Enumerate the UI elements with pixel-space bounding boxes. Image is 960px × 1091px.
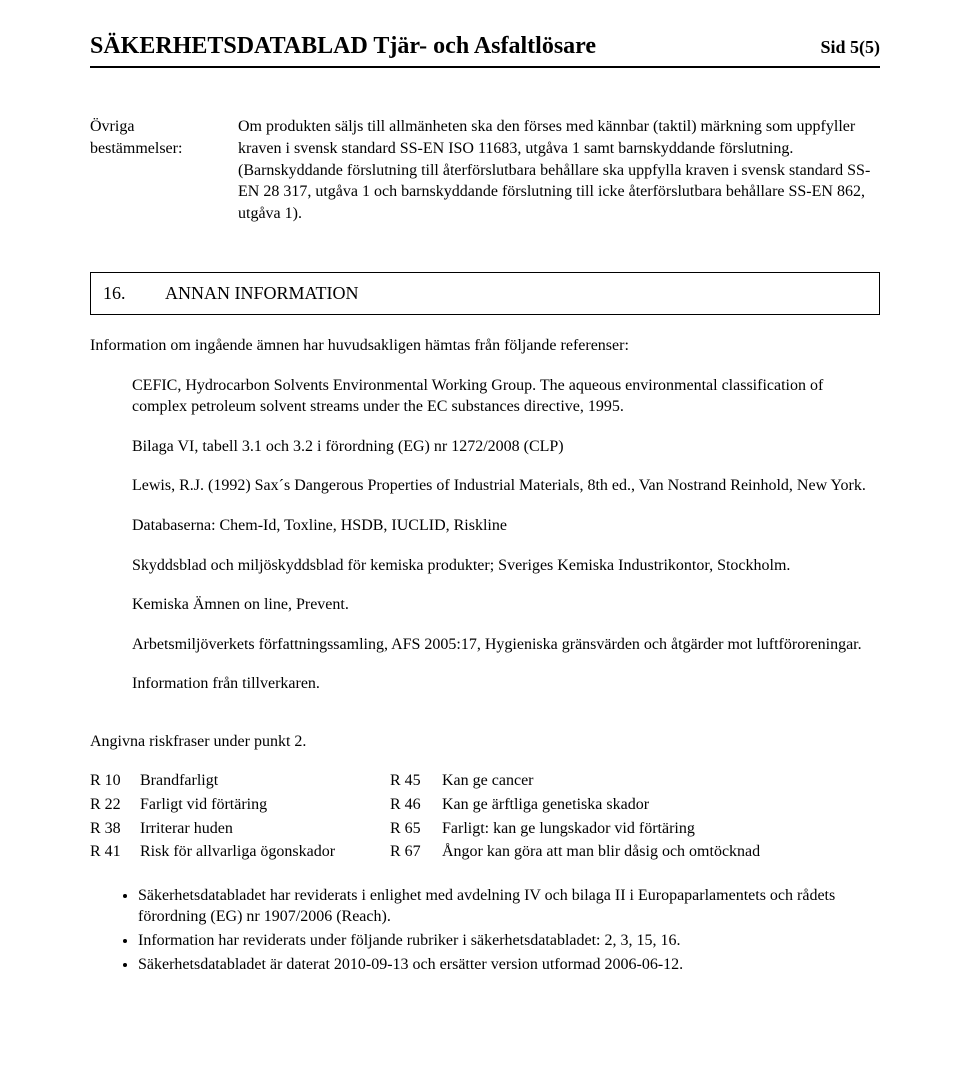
risk-text: Irriterar huden xyxy=(140,818,390,840)
risk-text: Brandfarligt xyxy=(140,770,390,792)
other-provisions-text: Om produkten säljs till allmänheten ska … xyxy=(238,116,880,224)
reference-item: Databaserna: Chem-Id, Toxline, HSDB, IUC… xyxy=(132,515,880,537)
section-16-header: 16. ANNAN INFORMATION xyxy=(90,272,880,315)
page-number: Sid 5(5) xyxy=(820,35,880,59)
risk-code: R 41 xyxy=(90,841,140,863)
risk-code: R 67 xyxy=(390,841,442,863)
risk-text: Risk för allvarliga ögonskador xyxy=(140,841,390,863)
section-title: ANNAN INFORMATION xyxy=(165,283,359,303)
risk-code: R 22 xyxy=(90,794,140,816)
references-list: CEFIC, Hydrocarbon Solvents Environmenta… xyxy=(90,375,880,695)
risk-code: R 38 xyxy=(90,818,140,840)
revision-note-item: Information har reviderats under följand… xyxy=(138,930,880,952)
reference-item: Skyddsblad och miljöskyddsblad för kemis… xyxy=(132,555,880,577)
risk-text: Ångor kan göra att man blir dåsig och om… xyxy=(442,841,880,863)
risk-text: Kan ge cancer xyxy=(442,770,880,792)
risk-code: R 10 xyxy=(90,770,140,792)
reference-item: Bilaga VI, tabell 3.1 och 3.2 i förordni… xyxy=(132,436,880,458)
revision-note-item: Säkerhetsdatabladet är daterat 2010-09-1… xyxy=(138,954,880,976)
risk-text: Farligt: kan ge lungskador vid förtäring xyxy=(442,818,880,840)
risk-phrases-table: R 10 Brandfarligt R 45 Kan ge cancer R 2… xyxy=(90,770,880,862)
reference-item: CEFIC, Hydrocarbon Solvents Environmenta… xyxy=(132,375,880,418)
risk-code: R 45 xyxy=(390,770,442,792)
section-number: 16. xyxy=(103,281,161,305)
reference-item: Kemiska Ämnen on line, Prevent. xyxy=(132,594,880,616)
other-provisions-block: Övriga bestämmelser: Om produkten säljs … xyxy=(90,116,880,224)
document-title: SÄKERHETSDATABLAD Tjär- och Asfaltlösare xyxy=(90,30,596,62)
document-header: SÄKERHETSDATABLAD Tjär- och Asfaltlösare… xyxy=(90,30,880,62)
risk-code: R 46 xyxy=(390,794,442,816)
reference-item: Lewis, R.J. (1992) Sax´s Dangerous Prope… xyxy=(132,475,880,497)
section-16-intro: Information om ingående ämnen har huvuds… xyxy=(90,335,880,357)
risk-text: Kan ge ärftliga genetiska skador xyxy=(442,794,880,816)
revision-notes: Säkerhetsdatabladet har reviderats i enl… xyxy=(90,885,880,975)
risk-phrases-header: Angivna riskfraser under punkt 2. xyxy=(90,731,880,753)
other-provisions-label: Övriga bestämmelser: xyxy=(90,116,210,224)
reference-item: Arbetsmiljöverkets författningssamling, … xyxy=(132,634,880,656)
risk-code: R 65 xyxy=(390,818,442,840)
risk-text: Farligt vid förtäring xyxy=(140,794,390,816)
reference-item: Information från tillverkaren. xyxy=(132,673,880,695)
header-rule xyxy=(90,66,880,68)
revision-note-item: Säkerhetsdatabladet har reviderats i enl… xyxy=(138,885,880,928)
